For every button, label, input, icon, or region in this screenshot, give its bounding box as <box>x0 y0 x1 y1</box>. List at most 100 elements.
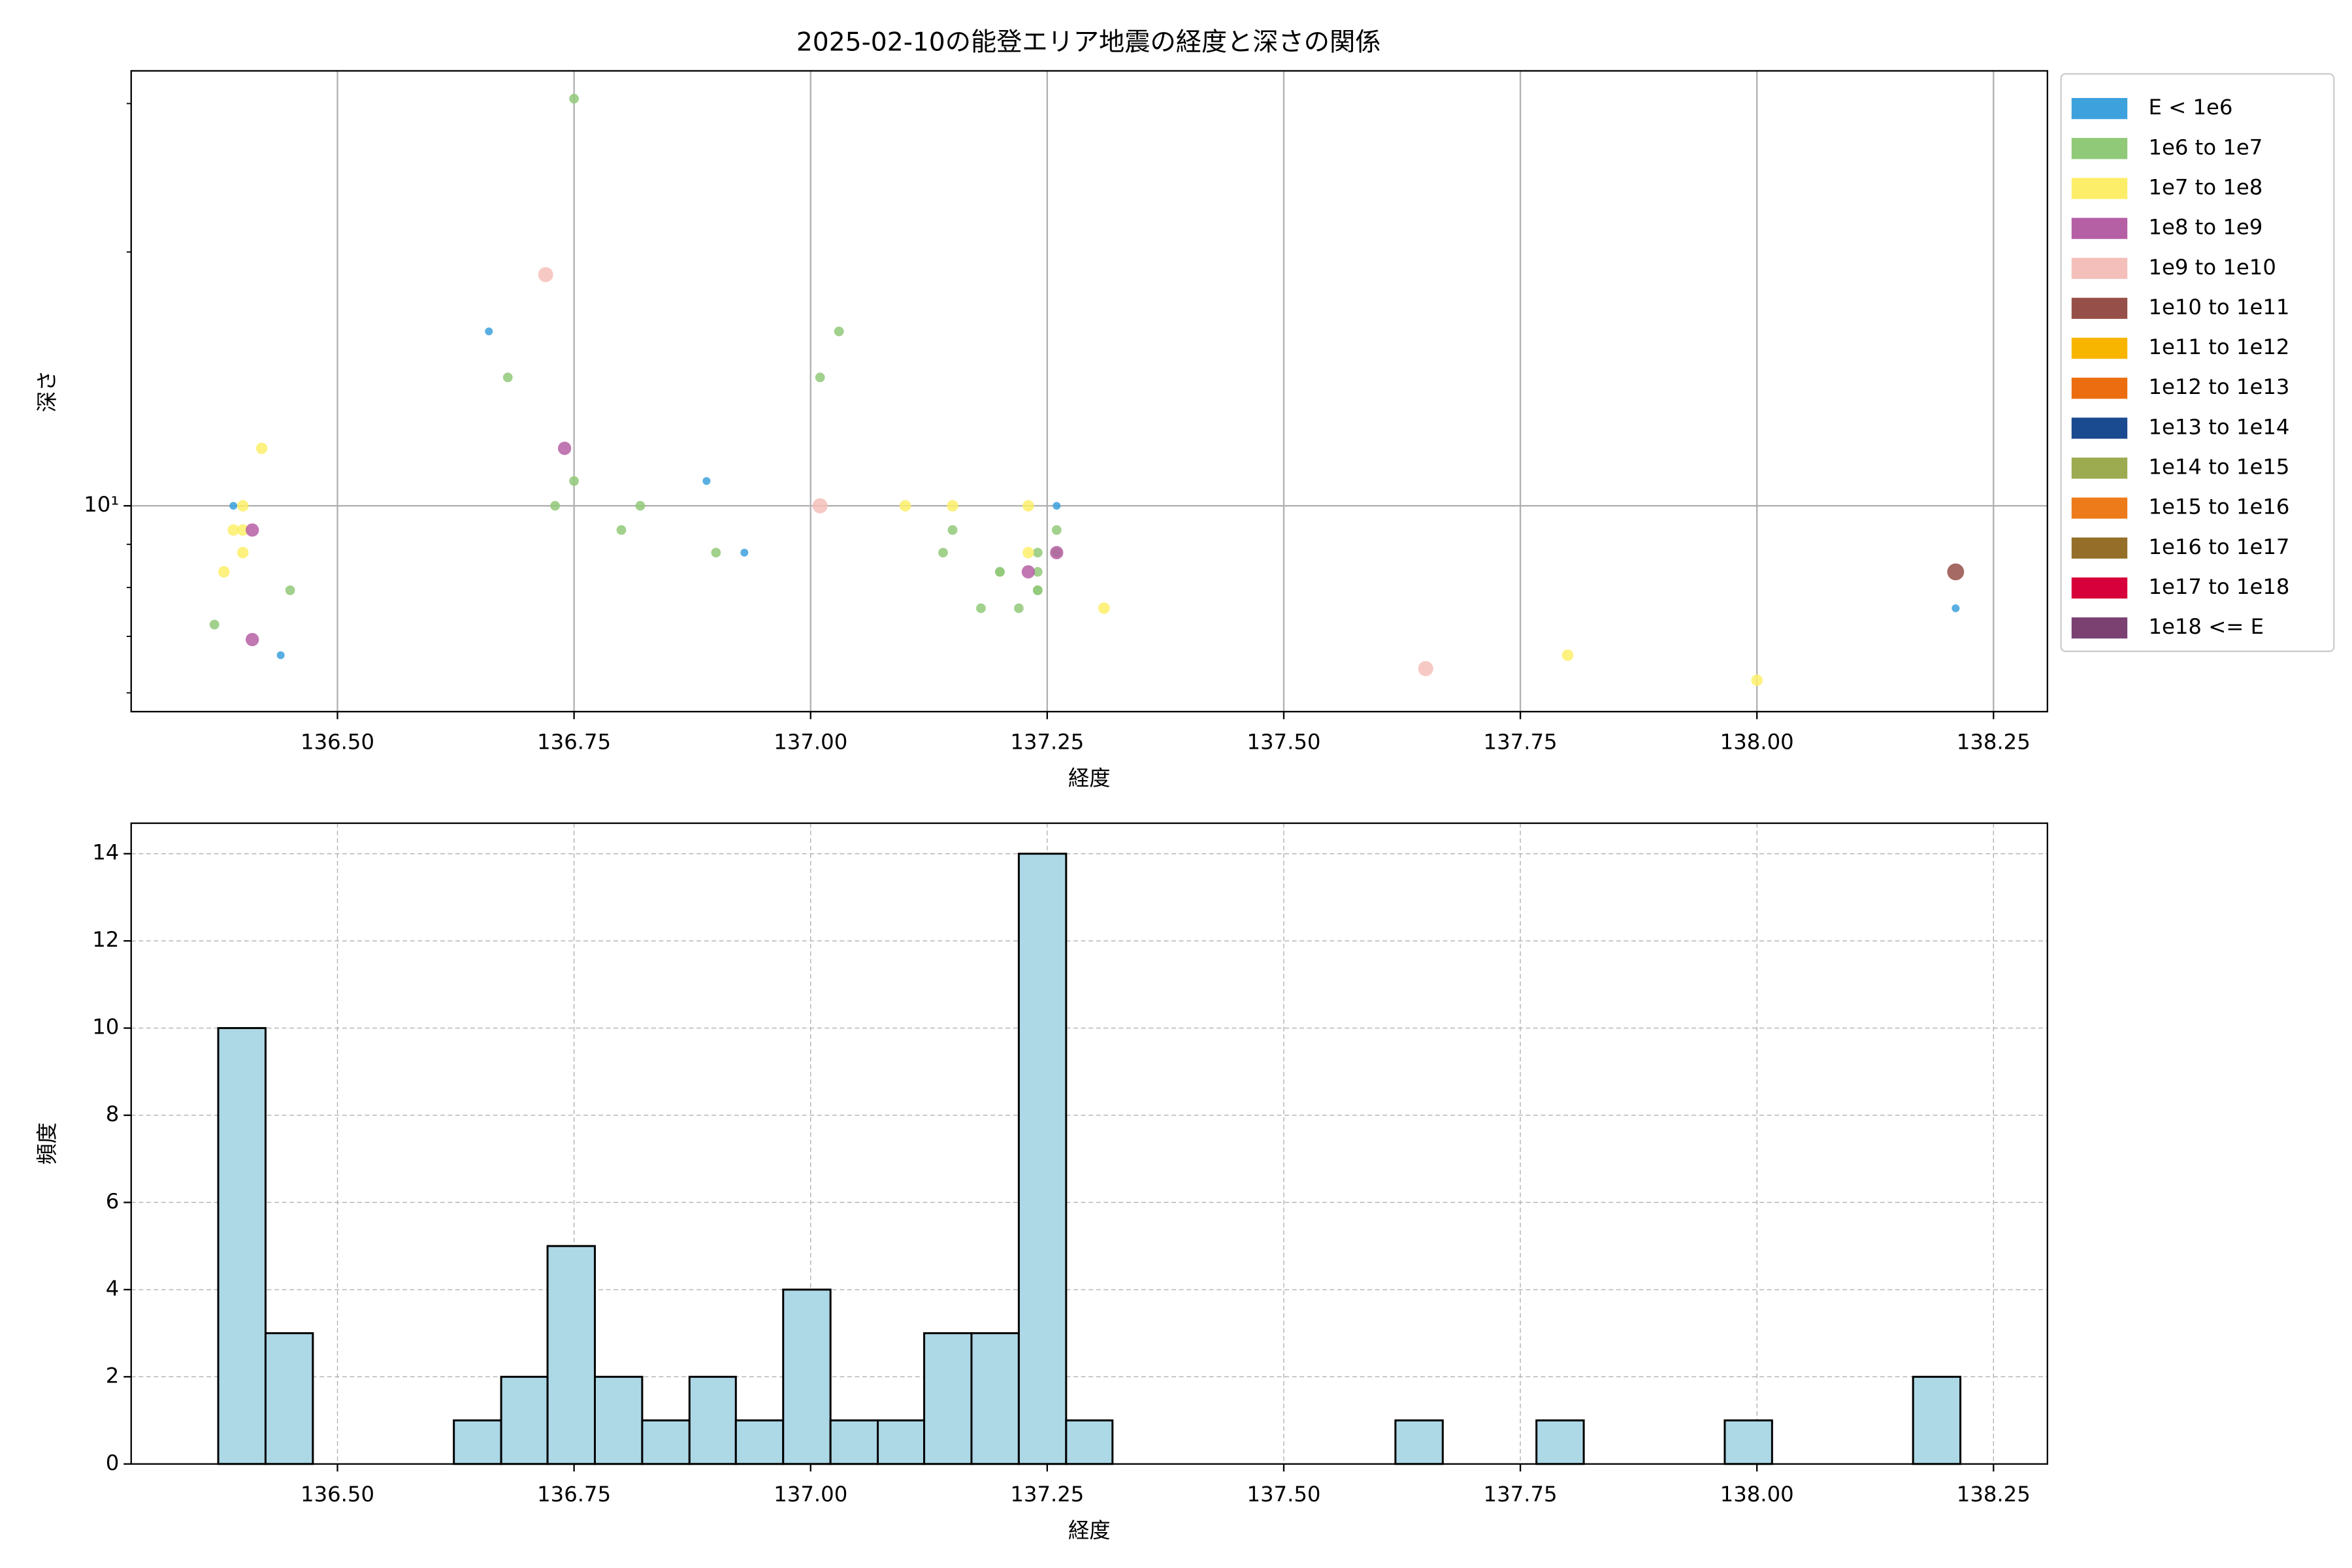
scatter-point <box>209 619 220 630</box>
legend-label: 1e12 to 1e13 <box>2148 374 2289 399</box>
scatter-point <box>995 566 1005 577</box>
y-tick-label: 14 <box>92 840 119 865</box>
legend: E < 1e6 1e6 to 1e7 1e7 to 1e8 1e8 to 1e9 1e9… <box>2060 73 2335 653</box>
scatter-point <box>740 548 749 557</box>
scatter-point <box>569 93 580 104</box>
legend-label: 1e17 to 1e18 <box>2148 574 2289 599</box>
scatter-point <box>635 500 645 511</box>
scatter-point <box>1051 525 1062 535</box>
scatter-point <box>1098 602 1110 614</box>
scatter-point <box>1561 649 1574 661</box>
scatter-point <box>246 632 259 647</box>
scatter-point <box>1014 603 1024 613</box>
legend-frame <box>2060 73 2335 653</box>
x-tick-label: 138.00 <box>1720 1482 1794 1507</box>
y-tick-label: 10¹ <box>84 492 119 517</box>
x-axis-label: 経度 <box>1068 766 1111 791</box>
scatter-point <box>538 267 553 282</box>
scatter-point <box>276 651 285 659</box>
legend-label: 1e18 <= E <box>2148 614 2264 639</box>
legend-swatch <box>2071 337 2128 359</box>
scatter-point <box>237 500 249 512</box>
legend-label: 1e15 to 1e16 <box>2148 495 2289 519</box>
scatter-point <box>557 442 572 455</box>
y-tick-label: 10 <box>92 1015 119 1039</box>
scatter-point <box>711 547 721 558</box>
histogram-bar <box>453 1419 502 1465</box>
x-tick-label: 137.25 <box>1010 1482 1084 1507</box>
legend-swatch <box>2071 497 2128 519</box>
scatter-point <box>1032 547 1043 558</box>
legend-swatch <box>2071 577 2128 599</box>
scatter-point <box>218 566 230 578</box>
x-tick-label: 137.25 <box>1010 730 1084 755</box>
histogram-bar <box>1017 853 1068 1465</box>
x-tick-label: 137.00 <box>774 730 847 755</box>
x-tick-label: 138.00 <box>1720 730 1794 755</box>
y-axis-label: 深さ <box>35 370 59 413</box>
scatter-point <box>1022 500 1034 512</box>
scatter-point <box>815 372 825 383</box>
scatter-point <box>246 523 259 537</box>
y-tick-label: 4 <box>106 1276 120 1301</box>
y-tick-label: 0 <box>106 1450 120 1475</box>
histogram-bar <box>688 1375 737 1465</box>
histogram-bar <box>1065 1419 1114 1465</box>
legend-label: 1e13 to 1e14 <box>2148 414 2289 439</box>
legend-label: 1e6 to 1e7 <box>2148 135 2262 159</box>
histogram-bar <box>1912 1375 1962 1465</box>
scatter-point <box>550 500 561 511</box>
x-tick-label: 136.50 <box>301 730 374 755</box>
legend-swatch <box>2071 378 2128 399</box>
scatter-point <box>1418 661 1433 676</box>
x-tick-label: 137.00 <box>774 1482 847 1507</box>
histogram-bar <box>546 1245 596 1465</box>
scatter-point <box>255 442 268 454</box>
chart-title: 2025-02-10の能登エリア地震の経度と深さの関係 <box>796 27 1381 57</box>
axes-frame <box>130 70 2048 713</box>
y-tick-label: 6 <box>106 1188 120 1213</box>
axes-frame <box>130 822 2048 1465</box>
scatter-point <box>938 547 948 558</box>
legend-swatch <box>2071 218 2128 239</box>
histogram-bar <box>923 1332 973 1465</box>
legend-swatch <box>2071 617 2128 639</box>
legend-swatch <box>2071 457 2128 479</box>
scatter-point <box>1022 547 1034 559</box>
x-tick-label: 137.75 <box>1484 730 1558 755</box>
scatter-point <box>1021 565 1036 579</box>
legend-label: 1e16 to 1e17 <box>2148 534 2289 559</box>
scatter-point <box>229 502 238 510</box>
histogram-bar <box>782 1288 832 1465</box>
scatter-point <box>947 525 958 535</box>
legend-label: 1e14 to 1e15 <box>2148 455 2289 480</box>
histogram-bar <box>594 1375 644 1465</box>
y-tick-label: 8 <box>106 1102 120 1126</box>
x-tick-label: 138.25 <box>1957 730 2031 755</box>
legend-label: 1e10 to 1e11 <box>2148 295 2289 319</box>
scatter-point <box>237 547 249 559</box>
scatter-point <box>1751 674 1763 686</box>
scatter-point <box>285 585 295 595</box>
legend-swatch <box>2071 98 2128 120</box>
scatter-point <box>569 476 580 486</box>
legend-swatch <box>2071 138 2128 159</box>
legend-label: E < 1e6 <box>2148 95 2232 120</box>
histogram-bar <box>500 1375 549 1465</box>
scatter-point <box>1947 563 1965 581</box>
legend-swatch <box>2071 257 2128 279</box>
x-tick-label: 137.75 <box>1484 1482 1558 1507</box>
x-tick-label: 136.75 <box>537 1482 611 1507</box>
scatter-point <box>237 524 249 536</box>
x-tick-label: 136.75 <box>537 730 611 755</box>
scatter-point <box>812 498 828 514</box>
y-tick-label: 2 <box>106 1363 120 1388</box>
scatter-point <box>834 326 844 336</box>
scatter-point <box>976 603 986 613</box>
histogram-bar <box>217 1027 267 1465</box>
legend-swatch <box>2071 417 2128 439</box>
scatter-point <box>1952 604 1960 612</box>
scatter-point <box>227 524 239 536</box>
